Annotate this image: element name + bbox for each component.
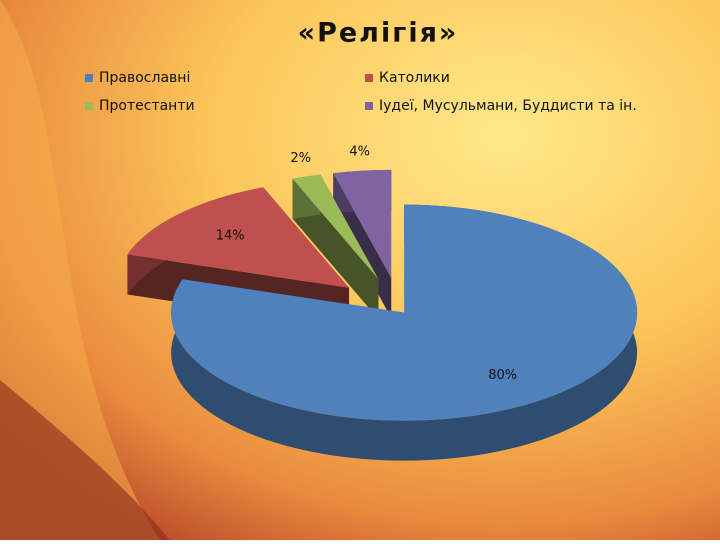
legend-swatch (365, 102, 373, 110)
decor-swirl (0, 0, 160, 540)
legend-label: Католики (379, 70, 450, 86)
decor-swirl (0, 380, 170, 540)
legend-swatch (365, 74, 373, 82)
pie-slice (333, 169, 392, 278)
data-label: 2% (290, 151, 311, 166)
data-label: 80% (488, 368, 517, 383)
chart-title: «Релігія» (298, 18, 459, 49)
pie-slice (171, 204, 638, 421)
pie-slice (292, 174, 379, 280)
legend-label: Протестанти (99, 98, 195, 114)
legend-swatch (85, 102, 93, 110)
legend-swatch (85, 74, 93, 82)
data-label: 14% (216, 229, 245, 244)
legend-label: Іудеї, Мусульмани, Буддисти та ін. (379, 98, 637, 114)
data-label: 4% (349, 145, 370, 160)
pie-slice (127, 187, 350, 288)
legend-label: Православні (99, 70, 190, 86)
